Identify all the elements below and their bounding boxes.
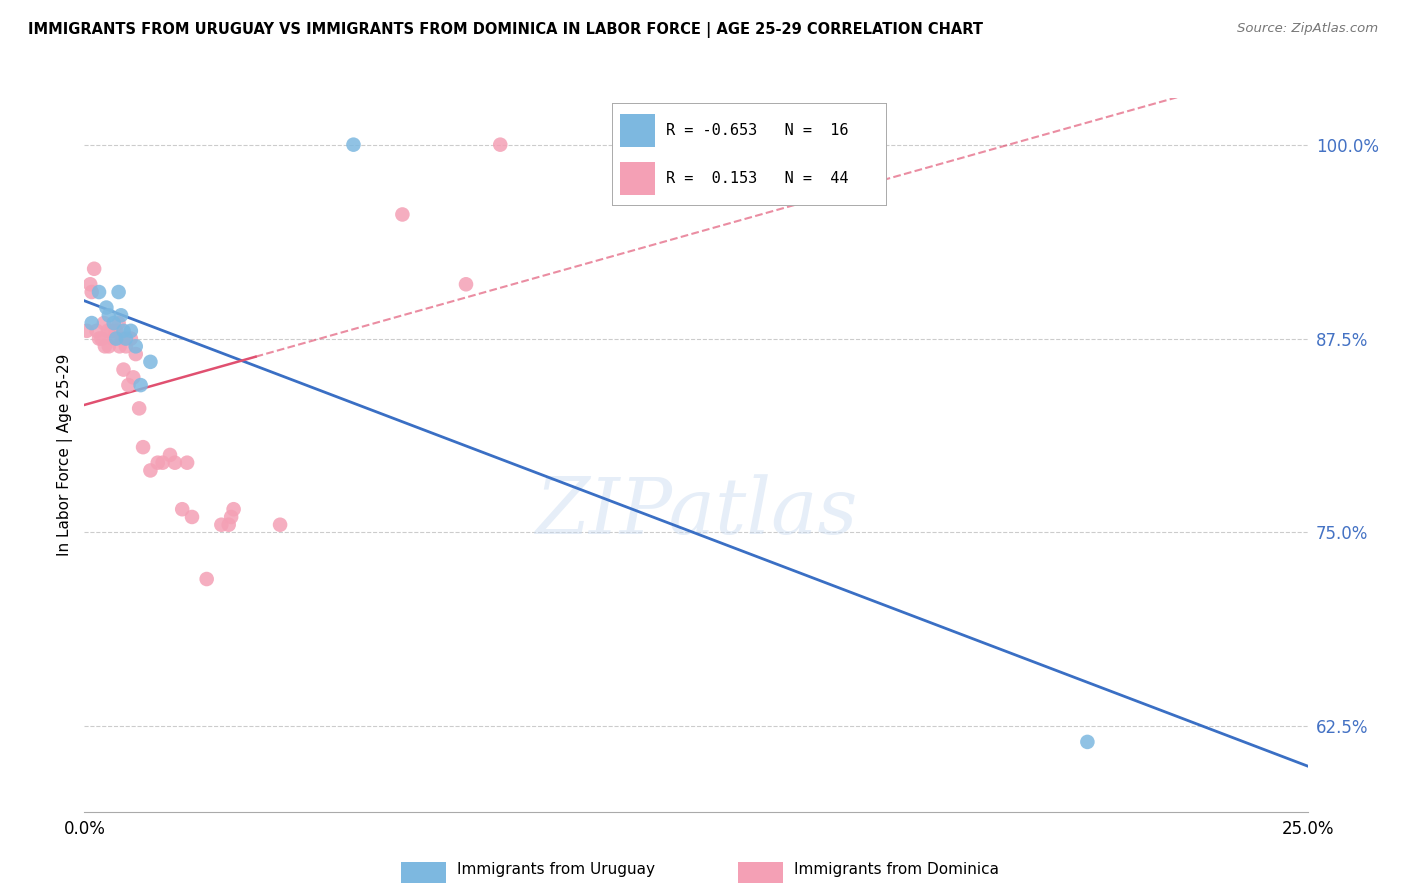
Point [110,308,132,322]
Text: IMMIGRANTS FROM URUGUAY VS IMMIGRANTS FROM DOMINICA IN LABOR FORCE | AGE 25-29 C: IMMIGRANTS FROM URUGUAY VS IMMIGRANTS FR… [28,22,983,38]
Point [108,339,131,353]
Point [139,355,162,369]
Point [87,332,110,346]
Point [111,332,134,346]
Point [146,456,169,470]
Point [159,448,181,462]
Point [195,572,218,586]
Text: ZIPatlas: ZIPatlas [534,474,858,550]
Text: Immigrants from Dominica: Immigrants from Dominica [794,863,1000,877]
Point [97,324,120,338]
Point [163,456,186,470]
Point [103,316,125,330]
Point [80,285,103,299]
Point [129,378,152,392]
Point [112,362,135,376]
Point [125,339,148,353]
Point [120,332,142,346]
Point [86,324,108,338]
Text: Immigrants from Uruguay: Immigrants from Uruguay [457,863,655,877]
Point [128,401,150,416]
Point [219,510,242,524]
Point [79,277,101,292]
Point [76,324,98,338]
Point [391,207,413,221]
Point [218,517,240,532]
Point [831,137,853,152]
Point [125,347,148,361]
Point [94,339,117,353]
Point [90,332,112,346]
Point [93,316,115,330]
Point [209,517,232,532]
Point [115,332,138,346]
Point [107,285,129,299]
Y-axis label: In Labor Force | Age 25-29: In Labor Force | Age 25-29 [58,354,73,556]
Point [117,378,139,392]
Point [342,137,364,152]
Point [100,324,122,338]
Point [176,456,198,470]
Text: R = -0.653   N =  16: R = -0.653 N = 16 [666,123,849,137]
Point [105,324,128,338]
Point [152,456,174,470]
Point [269,517,291,532]
Point [80,316,103,330]
Point [107,316,129,330]
Point [489,137,512,152]
Point [181,510,204,524]
Point [454,277,477,292]
Bar [620,162,655,194]
Point [87,285,110,299]
Point [172,502,194,516]
Point [612,137,634,152]
Point [83,261,105,276]
Bar [620,114,655,146]
Point [139,463,162,477]
Point [132,440,155,454]
Point [112,324,135,338]
Text: Source: ZipAtlas.com: Source: ZipAtlas.com [1237,22,1378,36]
Point [97,339,120,353]
Point [97,308,120,322]
Point [120,324,142,338]
Point [115,339,138,353]
Point [122,370,145,384]
Point [222,502,245,516]
Text: R =  0.153   N =  44: R = 0.153 N = 44 [666,171,849,186]
Point [105,332,128,346]
Point [1076,735,1098,749]
Point [103,332,125,346]
Point [96,301,118,315]
